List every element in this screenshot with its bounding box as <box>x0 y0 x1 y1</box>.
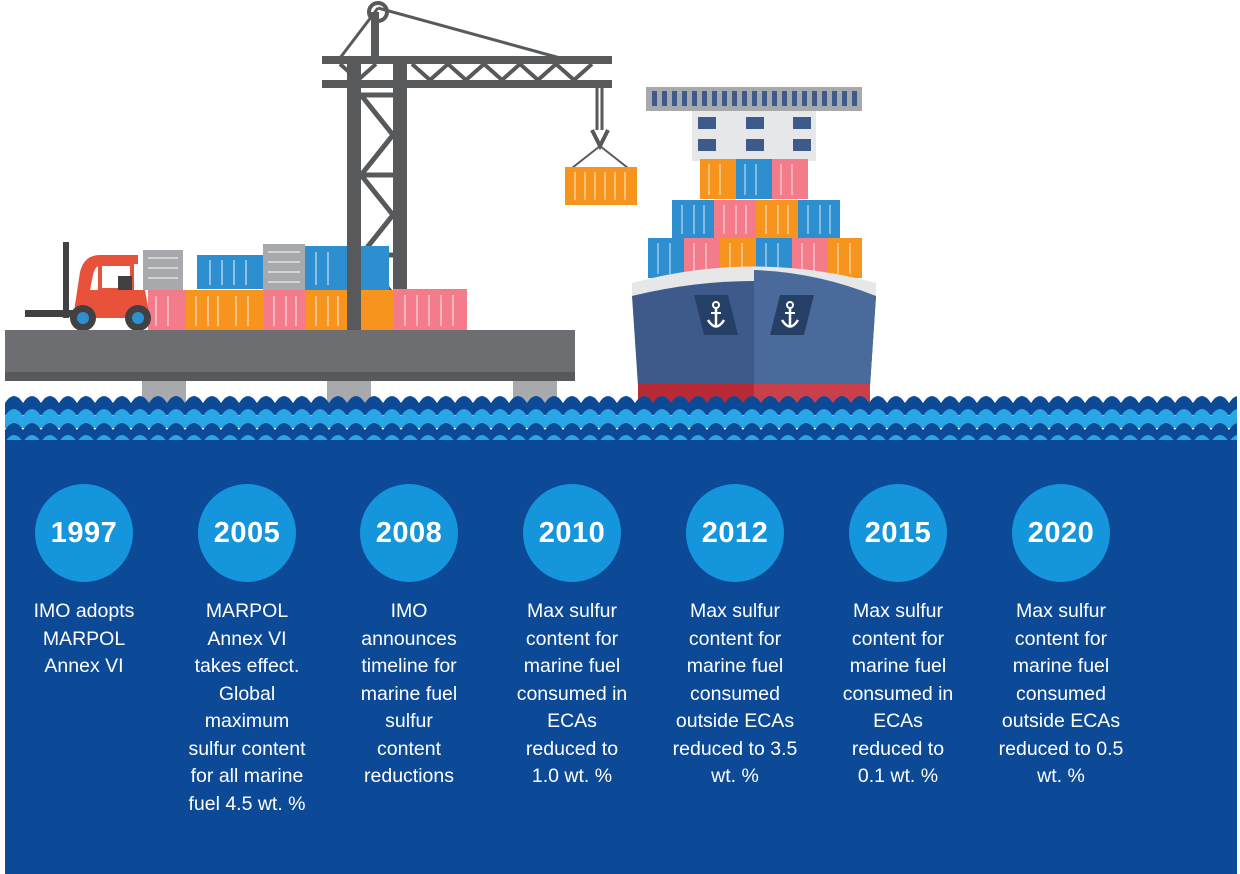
year-badge: 2005 <box>198 484 296 582</box>
dock-platform <box>5 330 575 381</box>
year-badge: 2012 <box>686 484 784 582</box>
event-description: IMO adopts MARPOL Annex VI <box>33 600 135 677</box>
timeline-item-2020: 2020 Max sulfur content for marine fuel … <box>971 484 1151 791</box>
event-description: Max sulfur content for marine fuel consu… <box>998 600 1124 787</box>
ship-icon <box>632 87 876 404</box>
timeline-item-1997: 1997 IMO adopts MARPOL Annex VI <box>0 484 174 681</box>
timeline-item-2010: 2010 Max sulfur content for marine fuel … <box>482 484 662 791</box>
dock-containers <box>143 244 467 330</box>
event-description: Max sulfur content for marine fuel consu… <box>842 600 954 787</box>
event-description: Max sulfur content for marine fuel consu… <box>516 600 628 787</box>
year-badge: 1997 <box>35 484 133 582</box>
year-label: 2020 <box>1027 516 1095 549</box>
year-label: 2012 <box>701 516 769 549</box>
event-description: MARPOL Annex VI takes effect. Global max… <box>188 600 306 815</box>
year-label: 2015 <box>864 516 932 549</box>
year-label: 1997 <box>50 516 118 549</box>
event-description: IMO announces timeline for marine fuel s… <box>360 600 458 787</box>
year-label: 2005 <box>213 516 281 549</box>
forklift-icon <box>25 242 151 331</box>
year-badge: 2010 <box>523 484 621 582</box>
hanging-container <box>565 167 637 205</box>
year-badge: 2008 <box>360 484 458 582</box>
timeline-item-2012: 2012 Max sulfur content for marine fuel … <box>645 484 825 791</box>
timeline-item-2008: 2008 IMO announces timeline for marine f… <box>319 484 499 791</box>
anchor-icon <box>770 295 814 335</box>
year-badge: 2015 <box>849 484 947 582</box>
event-description: Max sulfur content for marine fuel consu… <box>672 600 798 787</box>
timeline-item-2015: 2015 Max sulfur content for marine fuel … <box>808 484 988 791</box>
year-label: 2008 <box>375 516 443 549</box>
timeline-item-2005: 2005 MARPOL Annex VI takes effect. Globa… <box>157 484 337 818</box>
crane-icon <box>322 1 629 333</box>
year-label: 2010 <box>538 516 606 549</box>
year-badge: 2020 <box>1012 484 1110 582</box>
waves <box>5 385 1237 444</box>
anchor-icon <box>694 295 738 335</box>
